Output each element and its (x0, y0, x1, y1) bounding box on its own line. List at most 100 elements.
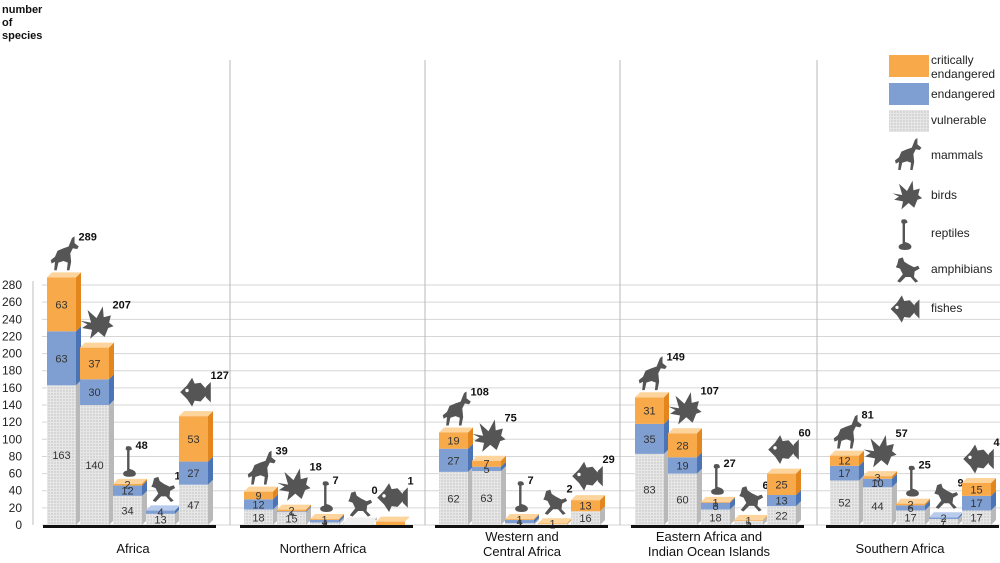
segment-value-label: 2 (940, 513, 946, 525)
bar-segment-critically-endangered (668, 433, 697, 458)
y-tick-label: 240 (2, 312, 22, 326)
region-label-line: Northern Africa (280, 541, 367, 556)
region-label-line: Eastern Africa and (656, 529, 762, 544)
total-value-label: 18 (310, 462, 322, 474)
bar-segment-vulnerable (830, 480, 859, 525)
bar-side (664, 392, 669, 424)
bar-fishes: 17 17 15 49 (962, 437, 1000, 525)
segment-value-label: 27 (447, 455, 459, 467)
segment-value-label: 63 (480, 493, 492, 505)
fish-icon (890, 295, 920, 323)
bar-top (571, 495, 605, 501)
y-axis-label-line1: number (2, 4, 43, 16)
frog-icon (895, 257, 920, 283)
total-value-label: 149 (667, 351, 685, 363)
legend-label-amphibians: amphibians (931, 262, 992, 276)
bar-side (306, 506, 311, 513)
snake-icon (711, 464, 724, 495)
y-tick-label: 280 (2, 278, 22, 292)
segment-value-label: 4 (516, 517, 522, 529)
segment-value-label: 1 (321, 514, 327, 526)
bar-top (734, 514, 768, 520)
segment-value-label: 52 (838, 498, 850, 510)
bar-segment-critically-endangered (571, 500, 600, 512)
legend-label-mammals: mammals (931, 148, 983, 162)
bar-segment-critically-endangered (830, 455, 859, 466)
segment-value-label: 27 (187, 468, 199, 480)
wolf-icon (50, 236, 79, 271)
bars: 1636363289140303720734122481341747275312… (47, 231, 1000, 532)
bar-segment-critically-endangered (310, 519, 339, 520)
bar-side (468, 466, 473, 525)
bar-side (175, 505, 180, 514)
bar-side (958, 512, 963, 520)
total-value-label: 108 (471, 386, 489, 398)
snake-icon (515, 481, 528, 513)
bar-amphibians: 72 9 (929, 477, 964, 529)
bar-segment-vulnerable (734, 520, 763, 525)
bar-side (208, 479, 213, 525)
total-value-label: 27 (724, 458, 736, 470)
bird-icon (863, 434, 897, 468)
segment-value-label: 28 (676, 440, 688, 452)
total-value-label: 29 (603, 454, 615, 466)
segment-value-label: 30 (88, 387, 100, 399)
segment-value-label: 83 (643, 484, 655, 496)
segment-value-label: 7 (940, 517, 946, 529)
bar-segment-endangered (896, 505, 925, 511)
segment-value-label: 25 (775, 479, 787, 491)
bar-side (892, 471, 897, 479)
region-label-line: Southern Africa (856, 541, 946, 556)
legend-label-fishes: fishes (931, 301, 962, 315)
bar-segment-endangered (179, 461, 208, 485)
total-value-label: 60 (799, 428, 811, 440)
segment-value-label: 17 (970, 498, 982, 510)
bar-segment-critically-endangered (47, 277, 76, 332)
bar-side (273, 486, 278, 500)
region-label-line: Indian Ocean Islands (648, 544, 771, 559)
legend: critically endangered endangered vulnera… (889, 53, 995, 323)
y-tick-label: 260 (2, 295, 22, 309)
bar-side (664, 448, 669, 525)
bar-side (697, 468, 702, 525)
bar-segment-critically-endangered (701, 501, 730, 503)
bar-birds: 44 103 57 (863, 428, 908, 525)
baseline (43, 525, 216, 528)
bar-top (47, 272, 81, 278)
y-tick-label: 20 (9, 501, 23, 515)
segment-value-label: 12 (838, 456, 850, 468)
total-value-label: 57 (896, 428, 908, 440)
fish-icon (180, 377, 211, 407)
legend-label-vulnerable: vulnerable (931, 113, 987, 127)
bar-segment-critically-endangered (179, 416, 208, 462)
bar-side (76, 326, 81, 386)
bird-icon (892, 180, 923, 210)
segment-value-label: 17 (904, 513, 916, 525)
bar-side (567, 519, 572, 525)
bar-segment-critically-endangered (734, 519, 763, 521)
bar-top (505, 514, 539, 520)
bar-top (113, 478, 147, 484)
bar-top (277, 504, 311, 510)
wolf-icon (247, 450, 276, 485)
bar-segment-endangered (929, 517, 958, 520)
bar-side (76, 380, 81, 525)
frog-icon (151, 476, 176, 503)
total-value-label: 7 (333, 475, 339, 487)
bar-top (701, 496, 735, 502)
segment-value-label: 3 (321, 516, 327, 528)
segment-value-label: 53 (187, 434, 199, 446)
segment-value-label: 31 (643, 406, 655, 418)
bar-segment-endangered (701, 502, 730, 510)
segment-value-label: 3 (321, 519, 327, 531)
segment-value-label: 2 (907, 499, 913, 511)
bar-top (962, 478, 996, 484)
bar-segment-critically-endangered (439, 432, 468, 449)
bar-segment-vulnerable (505, 523, 534, 525)
bar-segment-endangered (505, 519, 534, 524)
bar-side (468, 427, 473, 449)
segment-value-label: 15 (285, 514, 297, 526)
bar-side (501, 461, 506, 472)
